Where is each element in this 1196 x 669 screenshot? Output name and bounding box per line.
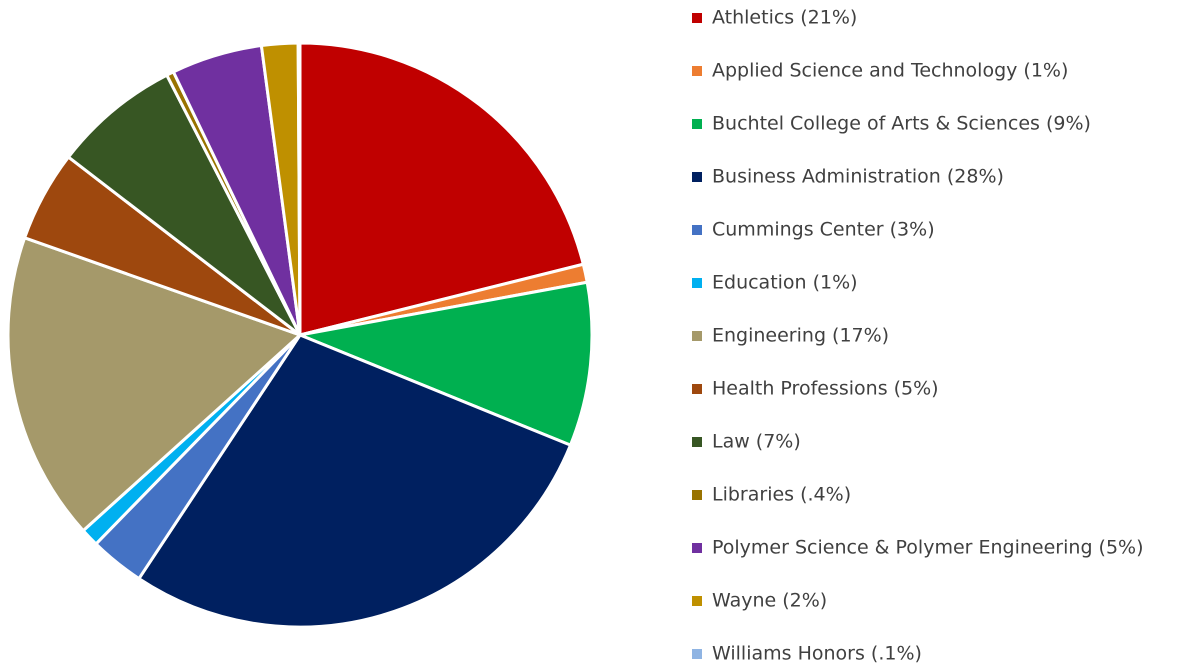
legend-label: Education (1%) [712, 272, 858, 294]
legend-swatch [692, 172, 702, 182]
pie-slice [296, 41, 302, 337]
legend-label: Libraries (.4%) [712, 484, 851, 506]
pie-slice [298, 41, 585, 337]
legend-swatch [692, 490, 702, 500]
legend-swatch [692, 331, 702, 341]
legend-swatch [692, 543, 702, 553]
legend-swatch [692, 437, 702, 447]
pie-slice [6, 236, 302, 533]
pie-slice [298, 280, 594, 447]
legend-swatch [692, 278, 702, 288]
legend-label: Cummings Center (3%) [712, 219, 935, 241]
legend-label: Engineering (17%) [712, 325, 889, 347]
legend-swatch [692, 384, 702, 394]
legend-swatch [692, 66, 702, 76]
legend-swatch [692, 13, 702, 23]
legend-label: Wayne (2%) [712, 590, 827, 612]
legend-label: Applied Science and Technology (1%) [712, 60, 1068, 82]
legend-label: Athletics (21%) [712, 7, 857, 29]
legend-swatch [692, 596, 702, 606]
legend-swatch [692, 119, 702, 129]
legend-label: Williams Honors (.1%) [712, 643, 922, 665]
pie-slice [137, 333, 572, 629]
pie-slice [66, 73, 302, 337]
legend-label: Buchtel College of Arts & Sciences (9%) [712, 113, 1091, 135]
legend-label: Polymer Science & Polymer Engineering (5… [712, 537, 1144, 559]
legend-swatch [692, 649, 702, 659]
legend-label: Health Professions (5%) [712, 378, 939, 400]
legend-label: Business Administration (28%) [712, 166, 1004, 188]
legend-label: Law (7%) [712, 431, 801, 453]
legend-swatch [692, 225, 702, 235]
